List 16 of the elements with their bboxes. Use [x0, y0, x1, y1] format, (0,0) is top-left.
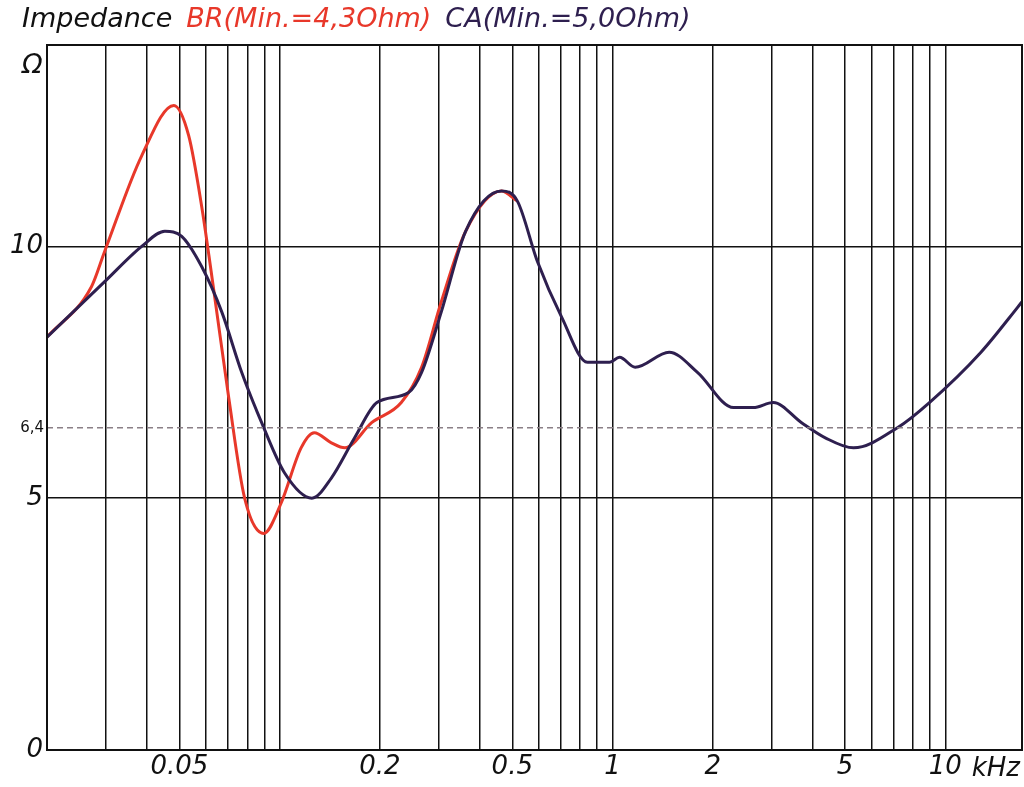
x-axis-title: kHz — [971, 752, 1020, 782]
x-tick-label: 1 — [604, 750, 621, 781]
y-axis-title: Ω — [22, 48, 43, 79]
y-tick-label: 5 — [26, 480, 43, 511]
x-tick-label: 0.05 — [150, 750, 209, 781]
x-tick-label: 0.2 — [359, 750, 401, 781]
text: BR(Min.=4,3Ohm) — [186, 2, 432, 33]
x-tick-label: 2 — [704, 750, 721, 781]
text: CA(Min.=5,0Ohm) — [445, 2, 691, 33]
x-tick-label: 0.5 — [491, 750, 533, 781]
y-tick-label: 0 — [26, 732, 43, 763]
chart-title: Impedance — [22, 2, 173, 33]
x-tick-label: 10 — [928, 750, 962, 781]
y-tick-label: 10 — [9, 229, 43, 260]
x-tick-label: 5 — [836, 750, 854, 781]
ref-line-label: 6,4 — [20, 417, 44, 436]
